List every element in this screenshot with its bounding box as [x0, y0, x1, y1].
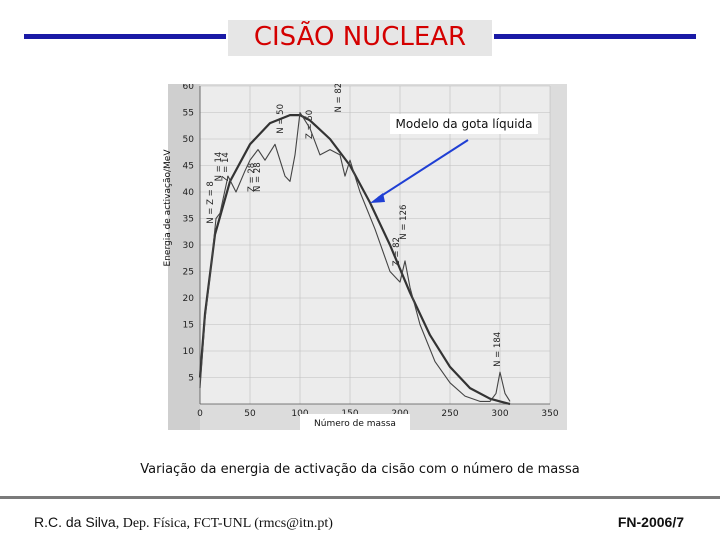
figure-caption: Variação da energia de activação da cisã… [140, 462, 580, 477]
x-axis-label: Número de massa [314, 419, 396, 429]
y-tick-label: 45 [183, 162, 194, 172]
y-tick-label: 5 [188, 374, 194, 384]
shell-closure-label: Z = 14 [221, 152, 231, 181]
y-tick-label: 55 [183, 109, 194, 119]
shell-closure-label: Z = 50 [305, 110, 315, 139]
footer-author: R.C. da Silva [34, 514, 116, 530]
gridlines [199, 85, 551, 405]
shell-closure-label: N = 126 [399, 205, 409, 240]
shell-closure-label: N = 82 [334, 84, 344, 113]
footer-credit: R.C. da Silva, Dep. Física, FCT-UNL (rmc… [34, 514, 333, 532]
x-tick-label: 250 [441, 409, 458, 419]
shell-closure-label: N = 28 [253, 162, 263, 192]
footer-code: FN-2006/7 [617, 514, 684, 530]
shell-closure-label: N = 14 [214, 152, 224, 182]
y-tick-label: 25 [183, 268, 194, 278]
xlabel-box [300, 414, 410, 430]
shell-correction-curve [199, 111, 511, 402]
annotation-arrow-head [370, 193, 385, 203]
x-tick-label: 50 [244, 409, 256, 419]
x-tick-label: 350 [541, 409, 558, 419]
y-tick-label: 15 [183, 321, 194, 331]
y-tick-label: 50 [183, 135, 195, 145]
annotation-arrow-shaft [377, 139, 469, 199]
liquid-drop-curve [198, 114, 511, 406]
series-lines [198, 111, 511, 406]
y-tick-label: 60 [183, 84, 195, 92]
footer-affiliation: , Dep. Física, FCT-UNL (rmcs@itn.pt) [115, 516, 333, 531]
footer-rule [0, 496, 720, 499]
shell-labels: N = Z = 8N = 14Z = 14 Z = 28N = 28N = 50 Z… [206, 83, 503, 367]
scan-margin [150, 84, 168, 430]
slide-title: CISÃO NUCLEAR [253, 22, 467, 52]
x-tick-label: 300 [491, 409, 508, 419]
annotation-box [390, 114, 538, 134]
title-rule-left [24, 34, 226, 39]
shell-closure-label: Z = 28 [247, 163, 257, 192]
title-background [228, 20, 492, 56]
y-tick-label: 35 [183, 215, 194, 225]
chart-svg: 0501001502002503003505101520253035404550… [150, 82, 567, 430]
shell-closure-label: N = Z = 8 [206, 181, 216, 224]
y-tick-label: 10 [183, 347, 195, 357]
y-tick-label: 40 [183, 188, 195, 198]
activation-energy-chart: 0501001502002503003505101520253035404550… [150, 82, 567, 430]
shell-closure-label: Z = 82 [392, 237, 402, 266]
y-tick-label: 30 [183, 241, 195, 251]
shell-closure-label: N = 184 [493, 332, 503, 367]
x-tick-label: 0 [197, 409, 203, 419]
y-tick-label: 20 [183, 294, 195, 304]
title-rule-right [494, 34, 696, 39]
annotation-label: Modelo da gota líquida [396, 117, 533, 131]
y-axis-label: Energia de activação/MeV [163, 149, 173, 267]
